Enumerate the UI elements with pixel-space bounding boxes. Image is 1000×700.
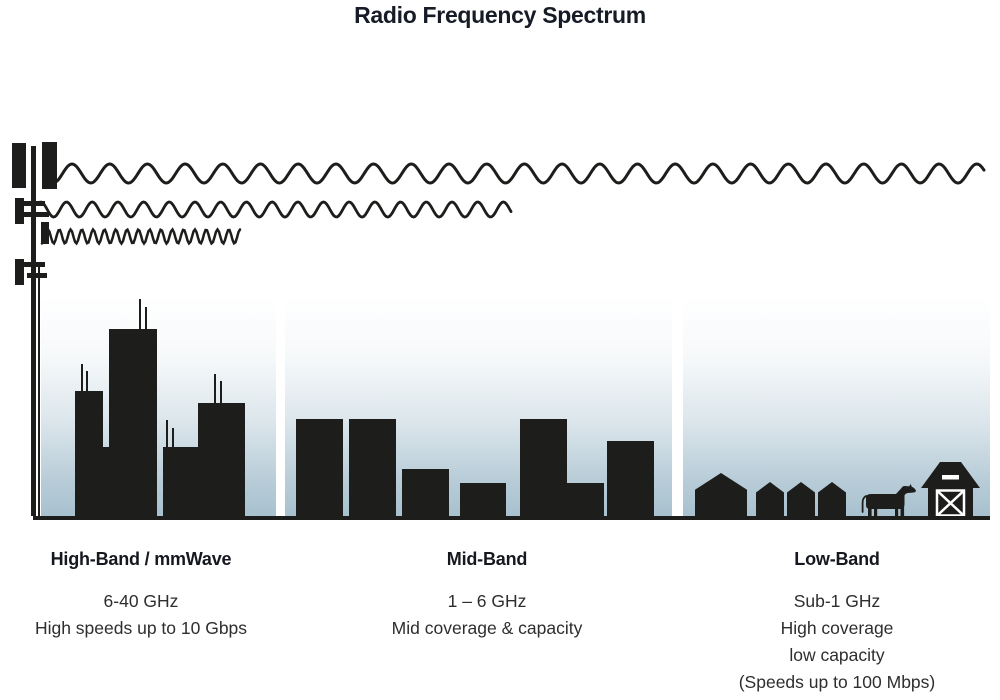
rooftop-antenna bbox=[220, 381, 222, 404]
diagram-title: Radio Frequency Spectrum bbox=[354, 2, 646, 28]
mid-rise-building-silhouette bbox=[296, 419, 343, 517]
mid-rise-building-silhouette bbox=[567, 483, 604, 517]
mid-rise-building-silhouette bbox=[607, 441, 654, 517]
band-info-line: low capacity bbox=[789, 645, 885, 665]
mid-rise-building-silhouette bbox=[460, 483, 506, 517]
rooftop-antenna bbox=[86, 371, 88, 392]
mid-rise-building-silhouette bbox=[402, 469, 449, 517]
band-info-line: (Speeds up to 100 Mbps) bbox=[738, 672, 936, 692]
skyscraper-silhouette bbox=[198, 403, 245, 517]
tower-crossarm bbox=[21, 262, 45, 267]
radio-waves bbox=[38, 162, 986, 246]
tower-top-right-antenna-panel bbox=[42, 142, 57, 189]
cow-horn bbox=[909, 484, 912, 487]
tower-crossarm bbox=[21, 201, 45, 206]
cow-icon bbox=[861, 484, 916, 518]
band-info-line: 6-40 GHz bbox=[103, 591, 179, 611]
tower-crossarm bbox=[21, 212, 49, 217]
band-label-low: Low-Band Sub-1 GHz High coverage low capac… bbox=[707, 549, 967, 696]
band-info-line: Sub-1 GHz bbox=[793, 591, 881, 611]
mid-rise-building-silhouette bbox=[520, 419, 567, 517]
medium-wavelength-wave-icon bbox=[38, 200, 513, 219]
barn-loft-window bbox=[942, 475, 959, 480]
band-info-line: High coverage bbox=[780, 618, 894, 638]
barn-door bbox=[935, 489, 966, 517]
tower-crossarm bbox=[27, 273, 47, 278]
rooftop-antenna bbox=[145, 307, 147, 330]
tower-side-antenna-panel bbox=[15, 198, 24, 224]
tower-top-left-antenna-panel bbox=[12, 143, 26, 188]
band-heading-mid: Mid-Band bbox=[446, 549, 528, 569]
band-label-high: High-Band / mmWave 6-40 GHz High speeds u… bbox=[11, 549, 271, 642]
skyscraper-silhouette bbox=[75, 391, 103, 517]
band-info-line: 1 – 6 GHz bbox=[447, 591, 527, 611]
band-info-mid: 1 – 6 GHz Mid coverage & capacity bbox=[357, 588, 617, 642]
tower-guy-pole bbox=[38, 262, 40, 516]
rooftop-antenna bbox=[139, 299, 141, 330]
skyscraper-silhouette bbox=[103, 447, 113, 517]
skyscraper-silhouette bbox=[163, 447, 199, 517]
band-info-low: Sub-1 GHz High coverage low capacity (Speed… bbox=[707, 588, 967, 696]
rooftop-antenna bbox=[81, 364, 83, 392]
barn-icon bbox=[921, 462, 980, 517]
long-wavelength-wave-icon bbox=[55, 162, 986, 185]
rooftop-antenna bbox=[214, 374, 216, 404]
band-heading-high: High-Band / mmWave bbox=[50, 549, 232, 569]
tower-small-antenna bbox=[41, 222, 49, 244]
ground-line bbox=[33, 516, 990, 520]
band-heading-low: Low-Band bbox=[794, 549, 880, 569]
band-info-high: 6-40 GHz High speeds up to 10 Gbps bbox=[11, 588, 271, 642]
band-info-line: Mid coverage & capacity bbox=[391, 618, 583, 638]
short-wavelength-wave-icon bbox=[40, 227, 242, 246]
rooftop-antenna bbox=[166, 420, 168, 448]
skyscraper-silhouette bbox=[109, 329, 157, 517]
cow-tail bbox=[861, 495, 867, 513]
band-info-line: High speeds up to 10 Gbps bbox=[34, 618, 248, 638]
band-label-mid: Mid-Band 1 – 6 GHz Mid coverage & capacit… bbox=[357, 549, 617, 642]
tower-main-pole bbox=[31, 146, 36, 516]
tower-side-antenna-panel bbox=[15, 259, 24, 285]
mid-rise-building-silhouette bbox=[349, 419, 396, 517]
rooftop-antenna bbox=[172, 428, 174, 448]
